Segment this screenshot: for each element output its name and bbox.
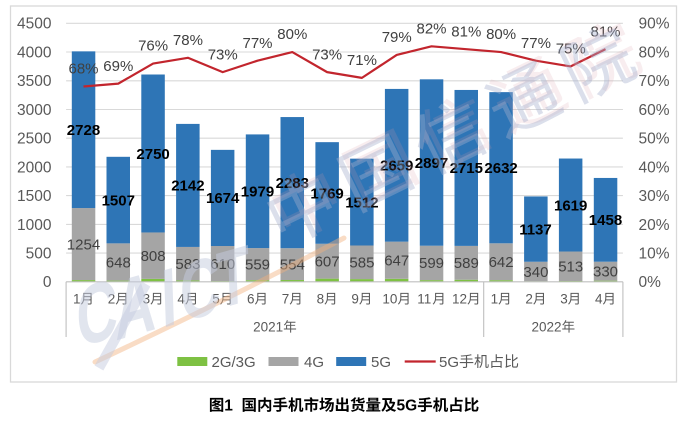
svg-text:77%: 77% [521,35,551,52]
svg-text:76%: 76% [138,38,168,55]
svg-text:610: 610 [210,256,235,273]
svg-text:1: 1 [224,398,233,415]
svg-text:607: 607 [315,254,340,271]
svg-text:1507: 1507 [102,192,135,209]
svg-text:11: 11 [417,292,431,307]
svg-text:8: 8 [317,292,325,307]
svg-text:554: 554 [280,256,305,273]
svg-text:5G: 5G [439,354,459,371]
svg-text:30%: 30% [639,188,670,205]
svg-text:69%: 69% [103,58,133,75]
svg-text:1: 1 [73,292,81,307]
svg-text:2022: 2022 [532,320,562,335]
svg-text:81%: 81% [451,23,481,40]
svg-text:20%: 20% [639,217,670,234]
svg-text:79%: 79% [382,29,412,46]
svg-text:3: 3 [560,292,568,307]
svg-text:68%: 68% [69,61,99,78]
svg-text:80%: 80% [486,26,516,43]
svg-text:82%: 82% [417,21,447,38]
svg-text:1500: 1500 [17,188,52,205]
svg-text:2632: 2632 [484,160,517,177]
svg-text:77%: 77% [243,35,273,52]
svg-text:808: 808 [141,248,166,265]
svg-text:4000: 4000 [17,44,52,61]
svg-text:90%: 90% [639,16,670,33]
svg-text:2021: 2021 [253,320,283,335]
svg-text:71%: 71% [347,52,377,69]
svg-text:559: 559 [245,256,270,273]
svg-text:0%: 0% [639,274,662,291]
svg-text:1619: 1619 [554,197,587,214]
svg-text:4: 4 [595,292,603,307]
svg-text:589: 589 [454,255,479,272]
svg-text:T: T [215,227,251,327]
svg-text:513: 513 [558,259,583,276]
svg-text:585: 585 [349,255,374,272]
svg-text:500: 500 [26,246,52,263]
svg-text:2G/3G: 2G/3G [212,354,256,371]
svg-text:5G: 5G [397,398,418,415]
svg-text:1137: 1137 [519,221,552,238]
svg-text:3000: 3000 [17,102,52,119]
svg-text:4500: 4500 [17,16,52,33]
svg-text:583: 583 [175,256,200,273]
svg-text:80%: 80% [277,26,307,43]
svg-text:2728: 2728 [67,122,100,139]
svg-text:10%: 10% [639,246,670,263]
svg-text:5: 5 [212,292,220,307]
svg-text:40%: 40% [639,159,670,176]
svg-text:9: 9 [351,292,359,307]
svg-text:7: 7 [282,292,290,307]
svg-text:0: 0 [43,274,52,291]
svg-text:2750: 2750 [136,146,169,163]
svg-text:599: 599 [419,255,444,272]
svg-text:10: 10 [382,292,397,307]
svg-text:647: 647 [384,253,409,270]
svg-text:1254: 1254 [67,236,100,253]
svg-text:73%: 73% [208,46,238,63]
svg-text:12: 12 [452,292,467,307]
svg-text:80%: 80% [639,44,670,61]
svg-text:2715: 2715 [450,160,483,177]
svg-text:1: 1 [491,292,499,307]
svg-text:C: C [178,238,221,341]
svg-text:648: 648 [106,254,131,271]
svg-text:642: 642 [489,254,514,271]
svg-text:2: 2 [108,292,116,307]
svg-text:78%: 78% [173,32,203,49]
svg-text:2: 2 [525,292,533,307]
svg-text:1458: 1458 [589,212,622,229]
svg-text:5G: 5G [371,354,391,371]
svg-text:4G: 4G [304,354,324,371]
svg-text:330: 330 [593,264,618,281]
svg-text:2142: 2142 [171,178,204,195]
svg-text:1979: 1979 [241,184,274,201]
svg-text:3: 3 [143,292,151,307]
svg-text:73%: 73% [312,46,342,63]
svg-text:4: 4 [177,292,185,307]
svg-text:70%: 70% [639,73,670,90]
svg-text:60%: 60% [639,102,670,119]
svg-text:6: 6 [247,292,255,307]
svg-text:2000: 2000 [17,159,52,176]
svg-text:50%: 50% [639,131,670,148]
svg-text:1000: 1000 [17,217,52,234]
svg-text:I: I [160,251,179,347]
svg-text:340: 340 [523,264,548,281]
svg-text:1674: 1674 [206,190,240,207]
svg-text:2500: 2500 [17,131,52,148]
svg-text:3500: 3500 [17,73,52,90]
